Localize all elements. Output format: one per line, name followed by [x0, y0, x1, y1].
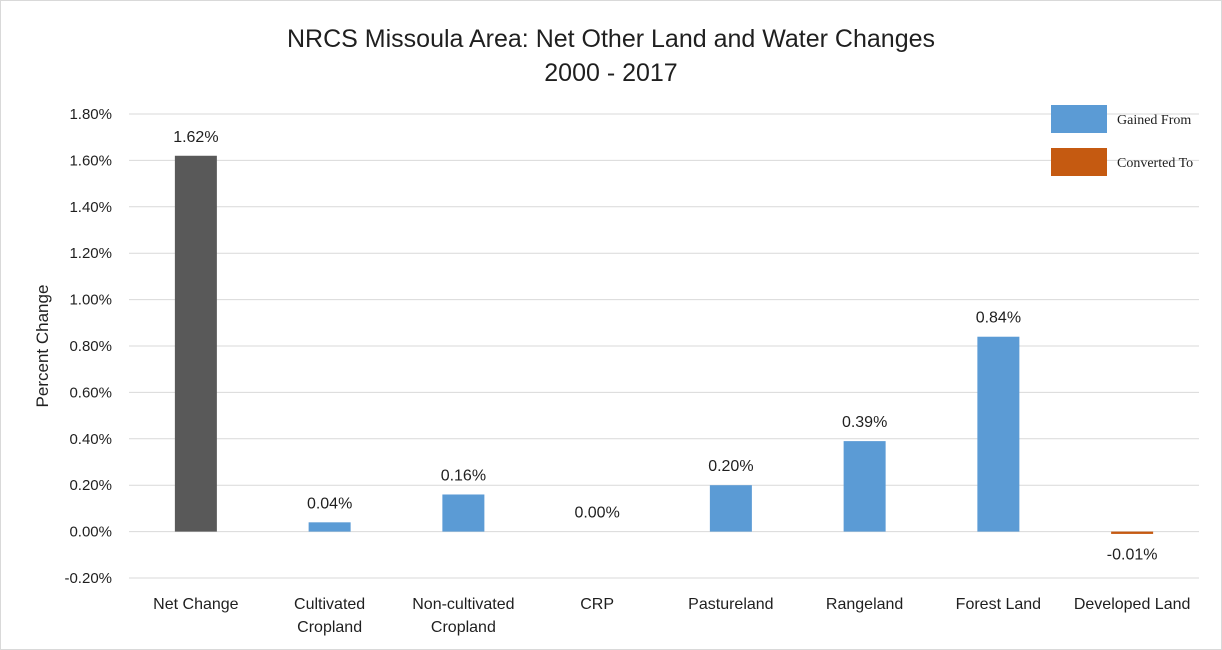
category-label: CRP — [580, 596, 614, 613]
data-label: 0.39% — [842, 414, 887, 431]
category-label: Forest Land — [956, 596, 1041, 613]
y-tick-label: 1.20% — [69, 245, 112, 262]
gridlines — [129, 113, 1199, 579]
bar — [174, 155, 217, 532]
bar — [1111, 531, 1154, 534]
data-label: 0.16% — [441, 467, 486, 484]
category-label: Pastureland — [688, 596, 773, 613]
y-tick-label: 0.00% — [69, 524, 112, 541]
category-label: Cultivated Cropland — [294, 596, 365, 636]
data-label: 0.84% — [976, 310, 1021, 327]
y-axis-ticks: -0.20% 0.00% 0.20% 0.40% 0.60% 0.80% 1.00% 1.20… — [64, 106, 112, 587]
legend-label: Converted To — [1117, 156, 1193, 171]
data-label: -0.01% — [1107, 547, 1158, 564]
category-labels: Net Change Cultivated Cropland Non-cultivat… — [153, 596, 1190, 636]
data-label: 0.20% — [708, 458, 753, 475]
chart-title: NRCS Missoula Area: Net Other Land and W… — [287, 25, 935, 53]
bar — [843, 441, 886, 532]
bar — [709, 485, 752, 532]
y-tick-label: 0.60% — [69, 384, 112, 401]
data-label: 0.04% — [307, 495, 352, 512]
y-tick-label: 0.40% — [69, 431, 112, 448]
bar — [442, 494, 485, 532]
bar — [977, 336, 1020, 532]
bar — [308, 522, 351, 532]
data-label: 0.00% — [574, 505, 619, 522]
y-tick-label: 0.20% — [69, 477, 112, 494]
legend-swatch — [1051, 148, 1107, 176]
category-label: Developed Land — [1074, 596, 1191, 613]
y-tick-label: 1.80% — [69, 106, 112, 123]
legend: Gained From Converted To — [1051, 105, 1193, 176]
legend-label: Gained From — [1117, 113, 1191, 128]
y-tick-label: 1.60% — [69, 152, 112, 169]
y-axis-title: Percent Change — [33, 285, 52, 408]
chart-subtitle: 2000 - 2017 — [544, 59, 677, 87]
y-tick-label: 1.40% — [69, 199, 112, 216]
legend-swatch — [1051, 105, 1107, 133]
data-label: 1.62% — [173, 129, 218, 146]
y-tick-label: -0.20% — [64, 570, 112, 587]
data-labels: 1.62% 0.04% 0.16% 0.00% 0.20% 0.39% 0.84% -0.01… — [173, 129, 1157, 564]
y-tick-label: 0.80% — [69, 338, 112, 355]
y-tick-label: 1.00% — [69, 292, 112, 309]
category-label: Non-cultivated Cropland — [412, 596, 514, 636]
category-label: Rangeland — [826, 596, 903, 613]
bars — [174, 155, 1154, 534]
category-label: Net Change — [153, 596, 238, 613]
